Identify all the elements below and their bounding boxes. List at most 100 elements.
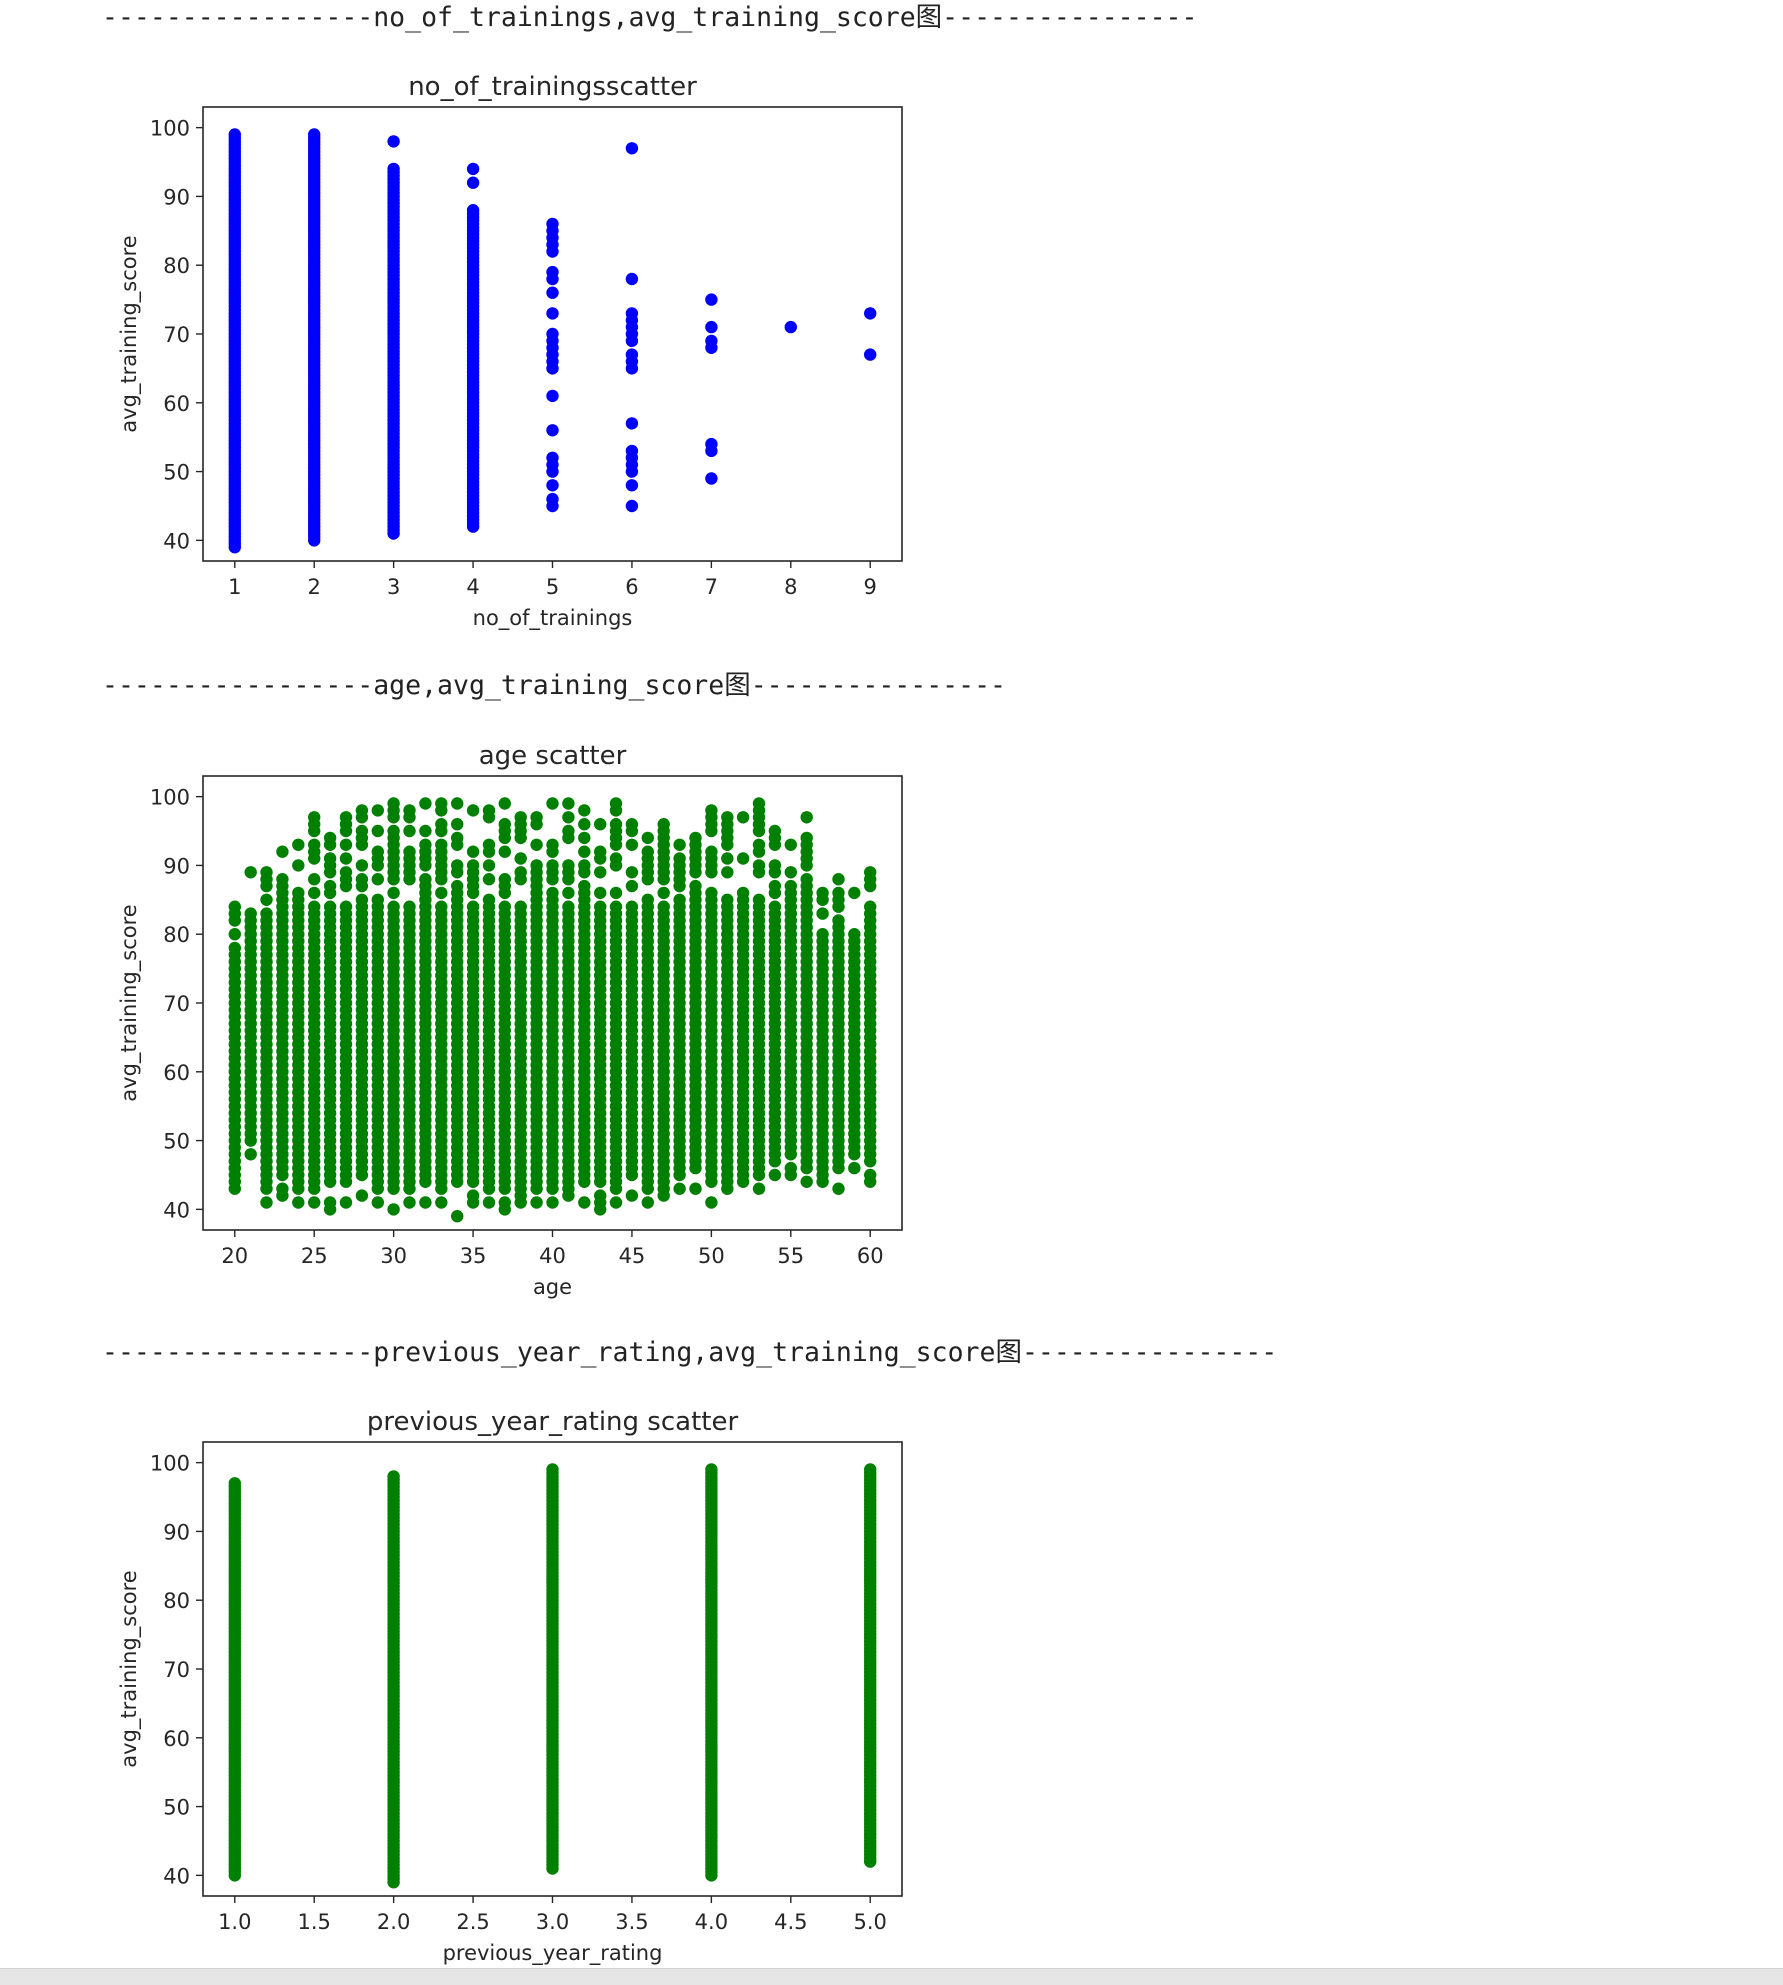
chart-2-xlabel: previous_year_rating xyxy=(443,1941,663,1966)
chart-0-ytick-label: 40 xyxy=(163,529,190,553)
chart-1-point xyxy=(768,824,782,838)
chart-2-xtick-label: 3.5 xyxy=(615,1910,648,1934)
chart-1-point xyxy=(689,1182,702,1195)
chart-1-point xyxy=(625,879,639,893)
chart-0-point xyxy=(784,320,797,334)
chart-1-point xyxy=(292,1196,305,1209)
chart-1-ytick-label: 40 xyxy=(163,1198,190,1222)
chart-1-point xyxy=(752,797,766,810)
chart-1-xtick-label: 45 xyxy=(619,1244,646,1268)
chart-1-point xyxy=(816,886,829,900)
chart-2-xtick-label: 2.5 xyxy=(456,1910,489,1934)
chart-1-point xyxy=(403,1196,416,1209)
chart-2-ytick-label: 40 xyxy=(163,1864,190,1888)
chart-1-point xyxy=(609,886,623,900)
chart-0-xtick-label: 8 xyxy=(784,575,797,599)
chart-1-point xyxy=(355,824,369,838)
chart-0-point xyxy=(546,492,559,506)
chart-1-point xyxy=(705,886,718,900)
chart-1-point xyxy=(466,900,480,913)
chart-1-point xyxy=(768,879,782,893)
chart-1-point xyxy=(419,838,432,851)
chart-1-point xyxy=(768,1168,782,1182)
chart-1-point xyxy=(562,859,575,872)
chart-1-point xyxy=(832,886,845,900)
chart-1-point xyxy=(498,797,511,810)
chart-0-point xyxy=(466,176,480,189)
chart-1-point xyxy=(832,1182,845,1195)
chart-1-ytick-label: 100 xyxy=(150,786,190,810)
chart-1-point xyxy=(466,1189,480,1202)
chart-1-point xyxy=(578,831,591,845)
chart-1-point xyxy=(323,831,337,845)
chart-1-point xyxy=(546,859,559,872)
chart-2-xtick-label: 4.5 xyxy=(774,1910,807,1934)
chart-1-point xyxy=(578,845,591,858)
chart-1-point xyxy=(530,838,543,851)
chart-1-point xyxy=(355,859,369,872)
chart-1-point xyxy=(784,866,797,879)
chart-1-point xyxy=(451,818,464,831)
chart-0-point xyxy=(625,417,639,430)
chart-1-point xyxy=(530,811,543,824)
chart-1-point xyxy=(673,852,686,865)
chart-1-point xyxy=(673,838,686,851)
chart-0-point xyxy=(705,334,718,348)
chart-2-xtick-label: 3.0 xyxy=(536,1910,569,1934)
chart-1-point xyxy=(498,1196,511,1209)
chart-1-point xyxy=(292,838,305,851)
chart-1-point xyxy=(482,873,496,886)
chart-2-xtick-label: 4.0 xyxy=(695,1910,728,1934)
chart-0-point xyxy=(546,217,559,231)
chart-1-xtick-label: 50 xyxy=(698,1244,725,1268)
chart-1-point xyxy=(816,907,829,920)
chart-1-ytick-label: 60 xyxy=(163,1061,190,1085)
chart-1-point xyxy=(848,886,861,900)
chart-1-point xyxy=(594,866,607,879)
chart-1-point xyxy=(403,900,416,913)
chart-1-point xyxy=(435,797,448,810)
chart-1-point xyxy=(721,893,734,906)
chart-1-point xyxy=(689,879,702,893)
chart-1-point xyxy=(752,1182,766,1195)
chart-0-title: no_of_trainingsscatter xyxy=(408,72,697,102)
chart-1-point xyxy=(689,831,702,845)
chart-1-point xyxy=(625,838,639,851)
chart-2-ytick-label: 90 xyxy=(163,1520,190,1544)
chart-1-point xyxy=(594,886,607,900)
horizontal-scrollbar[interactable] xyxy=(0,1968,1783,1985)
chart-2-xtick-label: 2.0 xyxy=(377,1910,410,1934)
chart-1-point xyxy=(228,900,241,913)
chart-0-point xyxy=(387,162,400,176)
chart-1-point xyxy=(387,1203,400,1216)
chart-1-point xyxy=(641,1196,654,1209)
chart-1-point xyxy=(323,1196,337,1209)
chart-1-point xyxy=(387,900,400,913)
chart-1-point xyxy=(625,1189,639,1202)
chart-1-point xyxy=(514,852,527,865)
chart-0-point xyxy=(705,472,718,485)
chart-2-point xyxy=(228,1477,241,1490)
chart-1-point xyxy=(848,928,861,941)
chart-1-point xyxy=(482,838,496,851)
chart-1-point xyxy=(736,886,750,900)
chart-0-point xyxy=(546,327,559,341)
chart-0-xtick-label: 5 xyxy=(546,575,559,599)
chart-1-point xyxy=(339,852,353,865)
chart-2-ytick-label: 100 xyxy=(150,1452,190,1476)
chart-1-point xyxy=(752,859,766,872)
chart-1-point xyxy=(308,900,321,913)
chart-1-point xyxy=(721,866,734,879)
chart-1-point xyxy=(864,1168,877,1182)
chart-1-point xyxy=(339,900,353,913)
chart-1-point xyxy=(721,811,734,824)
separator-age: -----------------age,avg_training_score图… xyxy=(102,670,1006,701)
separator-no-of-trainings: -----------------no_of_trainings,avg_tra… xyxy=(102,2,1198,33)
no-of-trainings-scatter-chart: no_of_trainingsscatter 1 2 3 4 5 6 7 8 9 40 50 60 70 8… xyxy=(117,72,903,631)
chart-1-point xyxy=(355,893,369,906)
chart-1-point xyxy=(594,818,607,831)
chart-2-ytick-label: 50 xyxy=(163,1796,190,1820)
chart-1-point xyxy=(562,797,575,810)
chart-1-point xyxy=(260,1196,273,1209)
chart-0-point xyxy=(546,265,559,279)
